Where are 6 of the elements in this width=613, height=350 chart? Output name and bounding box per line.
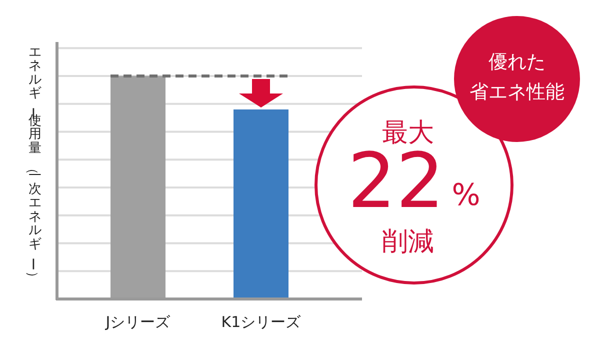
text: 省エネ性能 — [470, 81, 564, 103]
x-tick-label: Jシリーズ — [104, 313, 172, 331]
text: 優れた — [488, 51, 546, 73]
text: 削減 — [382, 227, 434, 257]
x-tick-label: K1シリーズ — [221, 313, 302, 331]
text: % — [452, 178, 480, 213]
